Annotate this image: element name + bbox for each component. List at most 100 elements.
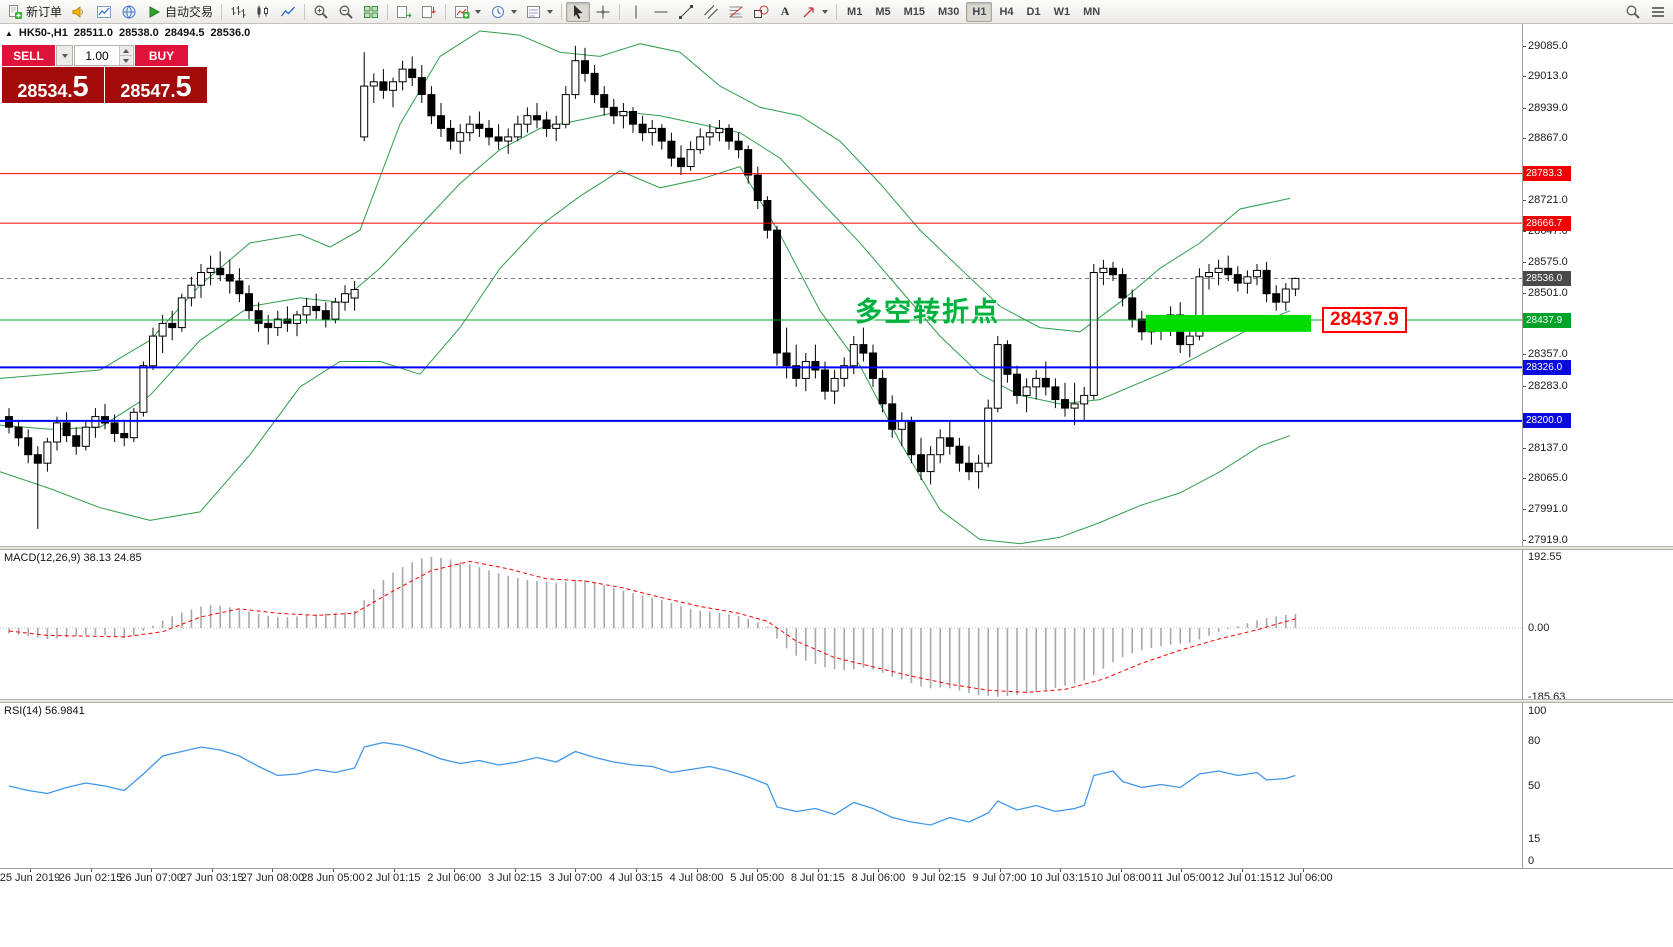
price-axis-label: 28357.0 xyxy=(1528,348,1568,361)
sell-price-box[interactable]: 28534. 5 xyxy=(2,67,104,103)
time-axis-label: 10 Jul 08:00 xyxy=(1090,872,1151,884)
crosshair-button[interactable] xyxy=(591,2,615,22)
timeframe-m5[interactable]: M5 xyxy=(875,5,891,18)
bar-chart-button[interactable] xyxy=(226,2,250,22)
line-chart-button[interactable] xyxy=(276,2,300,22)
time-axis-label: 4 Jul 08:00 xyxy=(669,872,724,884)
new-order-button[interactable]: 新订单 xyxy=(3,2,66,22)
price-axis-tick xyxy=(1522,385,1526,387)
price-axis-label: 29085.0 xyxy=(1528,39,1568,52)
auto-scroll-button[interactable] xyxy=(392,2,416,22)
price-axis-tick xyxy=(1522,354,1526,356)
time-axis-label: 27 Jun 03:15 xyxy=(179,872,244,884)
rsi-panel[interactable]: RSI(14) 56.9841 xyxy=(0,703,1522,868)
price-chart-panel[interactable] xyxy=(0,24,1522,546)
timeframe-d1[interactable]: D1 xyxy=(1026,5,1041,18)
price-tag-28200.0: 28200.0 xyxy=(1523,413,1571,429)
price-axis-label: 28939.0 xyxy=(1528,101,1568,114)
cursor-icon xyxy=(570,4,586,20)
timeframe-mn[interactable]: MN xyxy=(1083,5,1101,18)
rsi-scale-label: 50 xyxy=(1528,780,1541,792)
tile-windows-icon xyxy=(363,4,379,20)
timeframe-w1[interactable]: W1 xyxy=(1053,5,1071,18)
vertical-line-button[interactable] xyxy=(624,2,648,22)
macd-panel-splitter[interactable] xyxy=(0,546,1673,550)
time-axis-tick xyxy=(1120,869,1122,872)
spinner-down-button[interactable] xyxy=(120,56,132,65)
trendline-button[interactable] xyxy=(674,2,698,22)
menu-button[interactable] xyxy=(1646,2,1670,22)
search-button[interactable] xyxy=(1621,2,1645,22)
alerts-button[interactable] xyxy=(67,2,91,22)
crosshair-icon xyxy=(595,4,611,20)
time-axis-tick xyxy=(757,869,759,872)
templates-button[interactable] xyxy=(522,2,557,22)
time-axis-label: 28 Jun 05:00 xyxy=(301,872,365,884)
chart-shift-button[interactable] xyxy=(417,2,441,22)
volume-field xyxy=(74,45,134,66)
toolbar-separator xyxy=(221,3,223,20)
periods-button[interactable] xyxy=(486,2,521,22)
price-axis-tick xyxy=(1522,509,1526,511)
cursor-button[interactable] xyxy=(566,1,591,22)
text-tool-button[interactable]: A xyxy=(774,2,796,22)
time-axis-label: 27 Jun 08:00 xyxy=(240,872,305,884)
terminal-button[interactable] xyxy=(92,2,116,22)
zoom-in-icon xyxy=(313,4,329,20)
price-axis-tick xyxy=(1522,293,1526,295)
new-order-label: 新订单 xyxy=(26,5,63,19)
shapes-button[interactable] xyxy=(749,2,773,22)
auto-trading-button[interactable]: 自动交易 xyxy=(142,2,217,22)
channel-button[interactable] xyxy=(699,2,723,22)
price-axis-border xyxy=(1522,24,1523,869)
main-toolbar: 新订单 自动交易 A M1 M xyxy=(0,0,1673,24)
indicators-button[interactable] xyxy=(450,2,485,22)
spinner-up-button[interactable] xyxy=(120,46,132,56)
time-axis-tick xyxy=(151,869,153,872)
search-icon xyxy=(1625,4,1641,20)
macd-scale-label: 192.55 xyxy=(1528,550,1562,563)
time-axis-label: 26 Jun 07:00 xyxy=(119,872,183,884)
zoom-in-button[interactable] xyxy=(309,2,333,22)
volume-input[interactable] xyxy=(75,46,119,65)
candlestick-chart-button[interactable] xyxy=(251,2,275,22)
macd-panel[interactable]: MACD(12,26,9) 38.13 24.85 xyxy=(0,550,1522,699)
toolbar-separator xyxy=(304,3,306,20)
arrow-icon xyxy=(801,4,817,20)
turning-point-annotation: 多空转折点 xyxy=(855,297,1000,327)
highlight-zone xyxy=(1146,314,1311,332)
one-click-trading-widget: SELL BUY 28534.5 28547.5 xyxy=(2,45,207,103)
timeframe-m15[interactable]: M15 xyxy=(903,5,925,18)
timeframe-h1[interactable]: H1 xyxy=(966,1,993,22)
down-arrow-icon xyxy=(123,58,129,63)
horizontal-line-button[interactable] xyxy=(649,2,673,22)
tile-windows-button[interactable] xyxy=(359,2,383,22)
trade-settings-dropdown[interactable] xyxy=(56,45,73,66)
fibonacci-icon xyxy=(728,4,744,20)
rsi-scale-label: 100 xyxy=(1528,705,1547,717)
toolbar-right-group xyxy=(1621,2,1670,22)
zoom-out-button[interactable] xyxy=(334,2,358,22)
rsi-scale-label: 80 xyxy=(1528,735,1541,747)
time-axis-tick xyxy=(878,869,880,872)
timeframe-m30[interactable]: M30 xyxy=(938,5,960,18)
timeframe-h4[interactable]: H4 xyxy=(999,5,1014,18)
rsi-panel-splitter[interactable] xyxy=(0,699,1673,703)
fibonacci-button[interactable] xyxy=(724,2,748,22)
timeframe-m1[interactable]: M1 xyxy=(847,5,863,18)
time-axis-tick xyxy=(999,869,1001,872)
new-order-icon xyxy=(7,4,23,20)
arrows-tool-button[interactable] xyxy=(797,2,832,22)
time-axis-label: 2 Jul 06:00 xyxy=(427,872,482,884)
price-axis-label: 28501.0 xyxy=(1528,287,1568,300)
time-axis-tick xyxy=(817,869,819,872)
toolbar-separator xyxy=(445,3,447,20)
time-axis-label: 11 Jul 05:00 xyxy=(1151,872,1211,884)
time-axis-label: 9 Jul 07:00 xyxy=(972,872,1027,884)
time-axis-tick xyxy=(30,869,31,872)
buy-button[interactable]: BUY xyxy=(135,45,188,66)
community-button[interactable] xyxy=(117,2,141,22)
sell-button[interactable]: SELL xyxy=(2,45,55,66)
line-chart-icon xyxy=(280,4,296,20)
buy-price-box[interactable]: 28547. 5 xyxy=(105,67,207,103)
